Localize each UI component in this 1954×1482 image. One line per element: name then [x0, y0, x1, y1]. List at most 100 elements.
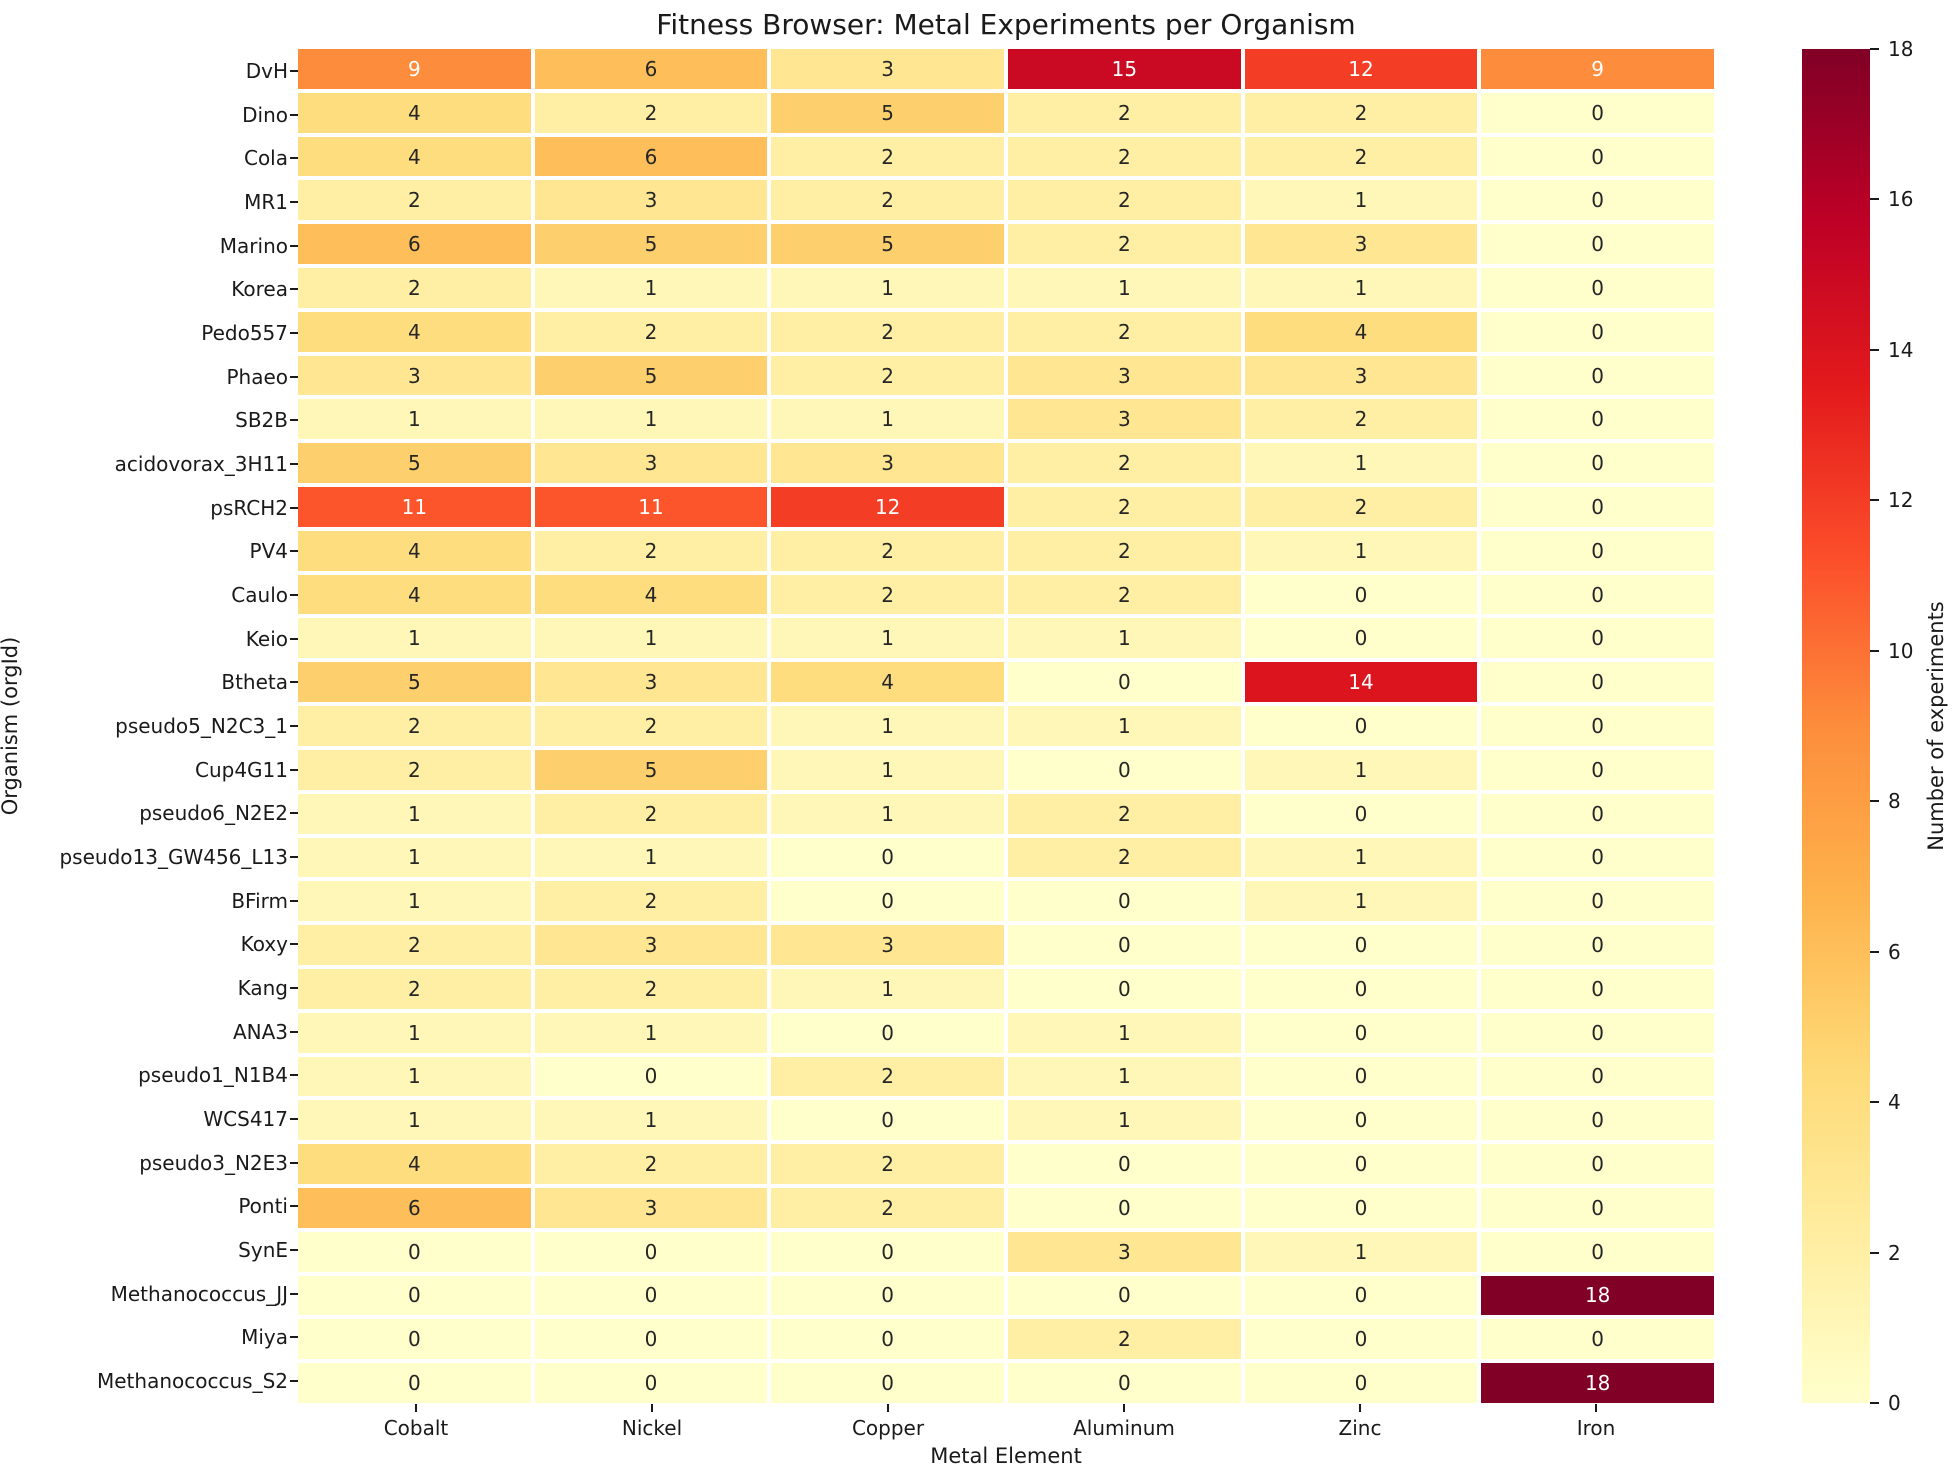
- heatmap-cell: 0: [1481, 749, 1714, 790]
- heatmap-cell: 0: [1244, 1144, 1478, 1184]
- x-tick-mark: [887, 1404, 889, 1412]
- heatmap-cell: 2: [534, 311, 768, 352]
- heatmap-cell: 1: [1008, 268, 1241, 308]
- colorbar-tick-mark: [1870, 950, 1879, 953]
- heatmap-cell: 0: [1008, 1187, 1241, 1228]
- heatmap-cell: 0: [534, 1056, 768, 1097]
- heatmap-grid: 9 6 3 15 12 9 4 2 5 2 2 0 4 6 2 2 2 0 2 3 2 2 1 0 6 5 5 2 3 0 2 1 1 1 1 0 4 2…: [298, 49, 1714, 1403]
- y-tick-label: WCS417: [203, 1107, 288, 1132]
- y-tick-label: psRCH2: [210, 495, 288, 520]
- heatmap-cell: 9: [298, 49, 531, 89]
- heatmap-cell: 0: [1481, 881, 1714, 922]
- heatmap-cell: 1: [534, 1100, 768, 1141]
- heatmap-cell: 1: [298, 618, 531, 659]
- heatmap-cell: 3: [1008, 1231, 1241, 1272]
- heatmap-cell: 1: [771, 399, 1004, 440]
- y-tick-mark: [290, 681, 298, 684]
- heatmap-cell: 0: [1481, 618, 1714, 659]
- heatmap-cell: 1: [1244, 881, 1478, 922]
- heatmap-cell: 1: [771, 968, 1004, 1009]
- heatmap-cell: 0: [1481, 180, 1714, 221]
- heatmap-cell: 2: [771, 136, 1004, 177]
- heatmap-cell: 0: [1244, 1012, 1478, 1053]
- heatmap-cell: 0: [534, 1319, 768, 1360]
- heatmap-cell: 2: [1008, 487, 1241, 527]
- heatmap-cell: 1: [534, 1012, 768, 1053]
- heatmap-cell: 0: [1008, 1275, 1241, 1316]
- heatmap-cell: 2: [1008, 443, 1241, 484]
- heatmap-cell: 2: [1008, 136, 1241, 177]
- heatmap-cell: 2: [1244, 399, 1478, 440]
- colorbar-tick-label: 12: [1888, 488, 1914, 513]
- heatmap-cell: 1: [771, 749, 1004, 790]
- y-tick-label: DvH: [245, 58, 288, 83]
- heatmap-cell: 2: [298, 706, 531, 746]
- heatmap-cell: 3: [534, 1187, 768, 1228]
- heatmap-cell: 3: [1244, 355, 1478, 396]
- heatmap-cell: 12: [1244, 49, 1478, 89]
- y-tick-label: Ponti: [238, 1194, 288, 1219]
- heatmap-cell: 0: [1481, 793, 1714, 834]
- heatmap-cell: 0: [1008, 925, 1241, 965]
- heatmap-cell: 0: [1481, 399, 1714, 440]
- y-tick-label: ANA3: [232, 1019, 288, 1044]
- y-tick-mark: [290, 288, 298, 291]
- heatmap-cell: 9: [1481, 49, 1714, 89]
- y-tick-mark: [290, 1292, 298, 1295]
- heatmap-cell: 2: [534, 793, 768, 834]
- heatmap-cell: 2: [1008, 92, 1241, 133]
- y-tick-mark: [290, 244, 298, 247]
- heatmap-cell: 6: [534, 136, 768, 177]
- x-tick-label: Zinc: [1338, 1416, 1382, 1440]
- colorbar-tick-mark: [1870, 48, 1879, 50]
- y-tick-label: Caulo: [231, 582, 288, 607]
- heatmap-cell: 2: [534, 706, 768, 746]
- heatmap-cell: 0: [1244, 1100, 1478, 1141]
- y-tick-label: Pedo557: [201, 320, 288, 345]
- heatmap-cell: 1: [1244, 180, 1478, 221]
- colorbar-tick-mark: [1870, 1251, 1879, 1254]
- heatmap-cell: 2: [298, 968, 531, 1009]
- y-tick-mark: [290, 1074, 298, 1077]
- heatmap-cell: 0: [1008, 881, 1241, 922]
- heatmap-cell: 1: [1244, 530, 1478, 571]
- heatmap-cell: 1: [1008, 1100, 1241, 1141]
- heatmap-cell: 0: [1244, 1319, 1478, 1360]
- heatmap-cell: 0: [1481, 1319, 1714, 1360]
- x-tick-label: Nickel: [621, 1416, 683, 1440]
- y-tick-mark: [290, 506, 298, 509]
- y-tick-mark: [290, 593, 298, 596]
- heatmap-cell: 0: [1481, 706, 1714, 746]
- heatmap-cell: 0: [1244, 574, 1478, 615]
- y-tick-label: Miya: [241, 1325, 288, 1350]
- heatmap-cell: 2: [771, 355, 1004, 396]
- colorbar-tick-mark: [1870, 1101, 1879, 1104]
- y-tick-mark: [290, 987, 298, 990]
- colorbar-tick-label: 8: [1888, 789, 1901, 814]
- y-tick-label: pseudo3_N2E3: [139, 1150, 288, 1175]
- x-tick-mark: [1123, 1404, 1125, 1412]
- colorbar: [1802, 49, 1870, 1403]
- heatmap-cell: 3: [771, 443, 1004, 484]
- heatmap-cell: 2: [771, 311, 1004, 352]
- heatmap-cell: 0: [1481, 92, 1714, 133]
- x-tick-label: Iron: [1576, 1416, 1616, 1440]
- heatmap-cell: 2: [298, 268, 531, 308]
- heatmap-cell: 0: [534, 1275, 768, 1316]
- y-tick-mark: [290, 1336, 298, 1339]
- heatmap-cell: 0: [298, 1319, 531, 1360]
- heatmap-cell: 0: [1481, 1231, 1714, 1272]
- heatmap-cell: 18: [1481, 1275, 1714, 1316]
- heatmap-cell: 2: [1244, 487, 1478, 527]
- y-tick-label: SB2B: [235, 408, 288, 433]
- y-tick-label: pseudo5_N2C3_1: [115, 714, 288, 738]
- heatmap-cell: 0: [1244, 618, 1478, 659]
- y-tick-label: Cola: [243, 146, 288, 171]
- heatmap-cell: 1: [534, 399, 768, 440]
- heatmap-cell: 1: [1008, 706, 1241, 746]
- heatmap-cell: 0: [771, 1363, 1004, 1403]
- heatmap-cell: 4: [298, 530, 531, 571]
- heatmap-cell: 0: [1244, 1275, 1478, 1316]
- heatmap-cell: 0: [534, 1363, 768, 1403]
- y-tick-label: PV4: [249, 539, 288, 564]
